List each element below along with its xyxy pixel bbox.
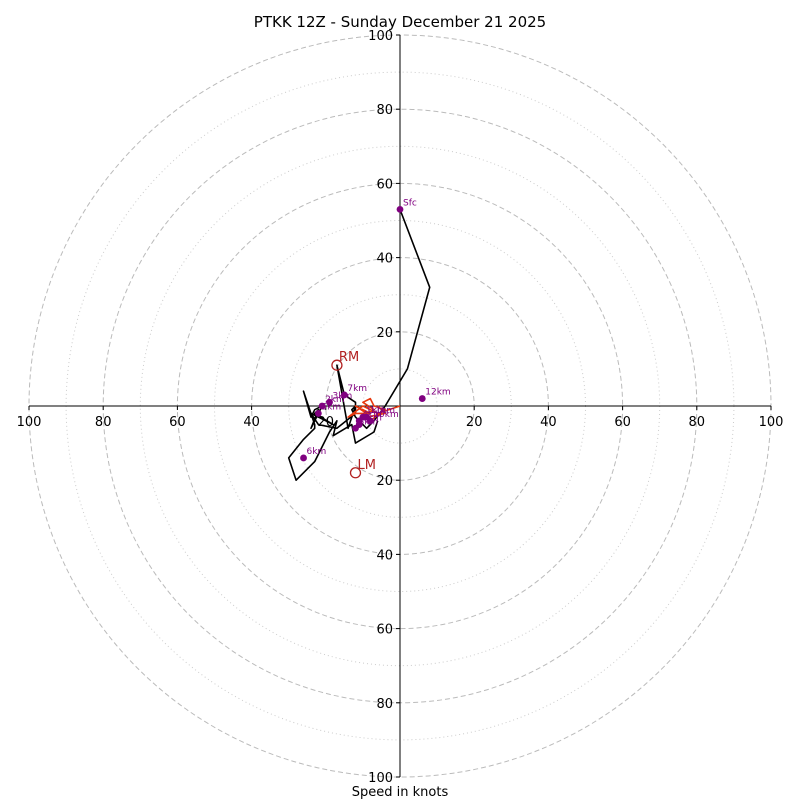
y-tick-label: 100 — [368, 771, 393, 786]
altitude-point — [396, 205, 404, 213]
y-tick-label: 60 — [376, 623, 393, 638]
altitude-label: 1km — [366, 406, 386, 416]
altitude-label: 12km — [425, 388, 450, 398]
storm-motion-label: RM — [339, 350, 359, 365]
y-tick-label: 80 — [376, 103, 393, 118]
x-axis-label: Speed in knots — [352, 785, 449, 800]
x-tick-label: 100 — [759, 415, 784, 430]
x-tick-label: 40 — [540, 415, 557, 430]
altitude-label: 6km — [307, 447, 327, 457]
y-tick-label: 100 — [368, 29, 393, 44]
altitude-label: Sfc — [403, 198, 417, 208]
hodograph-line — [287, 209, 431, 482]
y-tick-label: 40 — [376, 252, 393, 267]
hodograph-traces — [287, 209, 431, 482]
altitude-point — [318, 402, 326, 410]
storm-motion-markers: RM LM — [331, 350, 376, 479]
altitude-markers: Sfc1km2km3km4km5km6km7km8km9km10km11km12… — [300, 198, 451, 462]
altitude-point — [326, 398, 333, 406]
x-tick-label: 40 — [243, 415, 260, 430]
y-tick-label: 60 — [376, 177, 393, 192]
altitude-label: 5km — [321, 402, 341, 412]
altitude-point — [418, 395, 426, 402]
x-tick-label: 60 — [614, 415, 631, 430]
altitude-label: 7km — [347, 384, 367, 394]
storm-motion-marker — [331, 359, 343, 371]
altitude-point — [314, 410, 322, 417]
altitude-point — [355, 421, 363, 428]
altitude-point — [363, 413, 371, 421]
storm-motion-marker — [349, 467, 362, 479]
y-tick-label: 80 — [376, 697, 393, 712]
x-tick-label: 20 — [466, 415, 483, 430]
y-tick-label: 40 — [376, 548, 393, 563]
x-tick-label: 60 — [169, 415, 186, 430]
altitude-point — [340, 391, 348, 399]
x-tick-label: 80 — [95, 415, 112, 430]
y-tick-label: 20 — [376, 474, 393, 489]
x-tick-label: 100 — [17, 415, 42, 430]
y-tick-label: 20 — [376, 326, 393, 341]
y-tick-labels: 100 80 60 40 20 20 40 60 80 100 — [368, 29, 400, 786]
altitude-point — [300, 454, 307, 462]
storm-motion-label: LM — [357, 458, 375, 473]
x-tick-label: 80 — [689, 415, 706, 430]
altitude-label: 11km — [370, 406, 395, 416]
altitude-label: 10km — [373, 410, 398, 420]
altitude-label: 2km — [325, 395, 345, 405]
chart-title: PTKK 12Z - Sunday December 21 2025 — [254, 13, 546, 31]
altitude-label: 4km — [362, 410, 382, 420]
